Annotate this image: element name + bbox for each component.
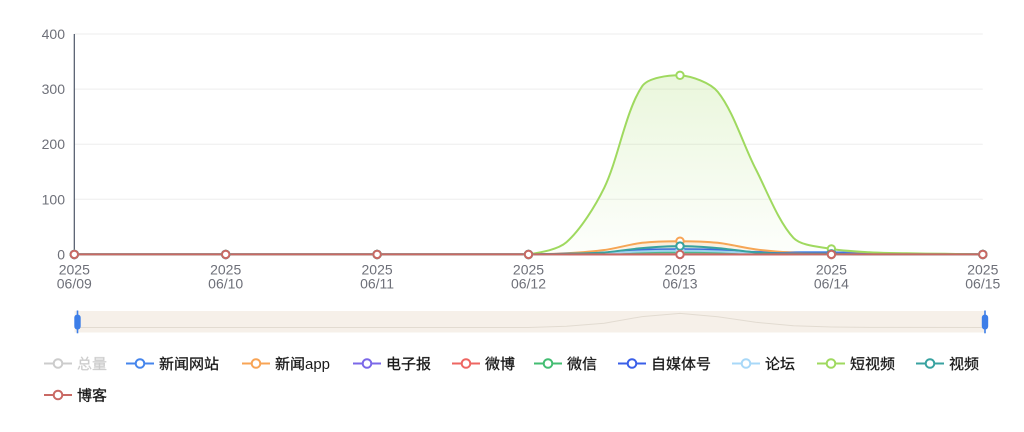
svg-text:06/11: 06/11: [360, 276, 394, 292]
svg-text:2025: 2025: [210, 262, 241, 278]
svg-text:2025: 2025: [513, 262, 544, 278]
svg-text:06/10: 06/10: [208, 276, 243, 292]
svg-text:2025: 2025: [664, 262, 695, 278]
svg-text:06/14: 06/14: [814, 276, 849, 292]
svg-text:06/12: 06/12: [511, 276, 546, 292]
svg-text:app: app: [305, 356, 330, 373]
svg-text:06/13: 06/13: [662, 276, 697, 292]
svg-text:100: 100: [42, 191, 66, 207]
svg-text:300: 300: [42, 81, 66, 97]
svg-text:2025: 2025: [967, 262, 998, 278]
svg-text:06/15: 06/15: [965, 276, 1000, 292]
svg-text:200: 200: [42, 136, 66, 152]
svg-text:06/09: 06/09: [57, 276, 92, 292]
svg-text:0: 0: [57, 246, 65, 262]
svg-text:400: 400: [42, 26, 66, 42]
svg-text:2025: 2025: [362, 262, 393, 278]
svg-text:2025: 2025: [59, 262, 90, 278]
svg-text:2025: 2025: [816, 262, 847, 278]
